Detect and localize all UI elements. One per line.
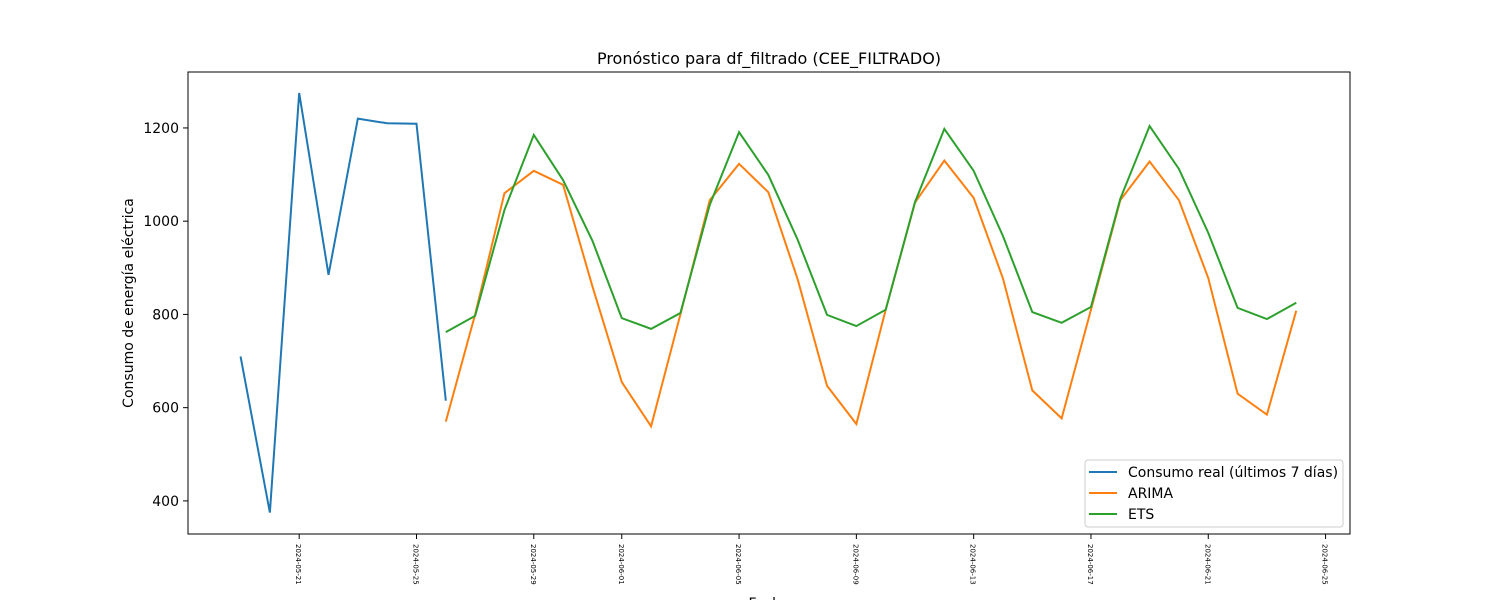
x-tick-label: 2024-06-25 [1321,544,1329,585]
x-tick-label: 2024-05-21 [294,544,302,585]
legend-box [1084,459,1344,528]
x-tick-label: 2024-06-21 [1203,544,1211,585]
y-tick-label: 1000 [143,214,179,230]
y-axis-label: Consumo de energía eléctrica [121,198,137,408]
legend: Consumo real (últimos 7 días) ARIMA ETS [1084,459,1344,528]
x-tick-label: 2024-06-05 [734,544,742,585]
x-tick-label: 2024-06-13 [969,544,977,585]
legend-label: Consumo real (últimos 7 días) [1128,465,1338,481]
x-tick-label: 2024-05-25 [411,544,419,585]
x-axis-label: Fecha [748,596,789,600]
legend-label: ETS [1128,507,1154,523]
line-series [239,92,447,513]
line-series [445,123,1297,334]
y-tick-label: 400 [152,494,179,510]
legend-label: ARIMA [1128,486,1174,502]
y-tick-label: 800 [152,307,179,323]
y-tick-label: 600 [152,401,179,417]
x-tick-label: 2024-06-09 [851,544,859,585]
plot-frame [187,71,1351,535]
x-tick-label: 2024-06-17 [1086,544,1094,585]
line-series [444,158,1298,429]
y-tick-label: 1200 [143,121,179,137]
chart-title: Pronóstico para df_filtrado (CEE_FILTRAD… [597,49,941,69]
x-tick-label: 2024-06-01 [617,544,625,585]
x-tick-label: 2024-05-29 [529,544,537,585]
